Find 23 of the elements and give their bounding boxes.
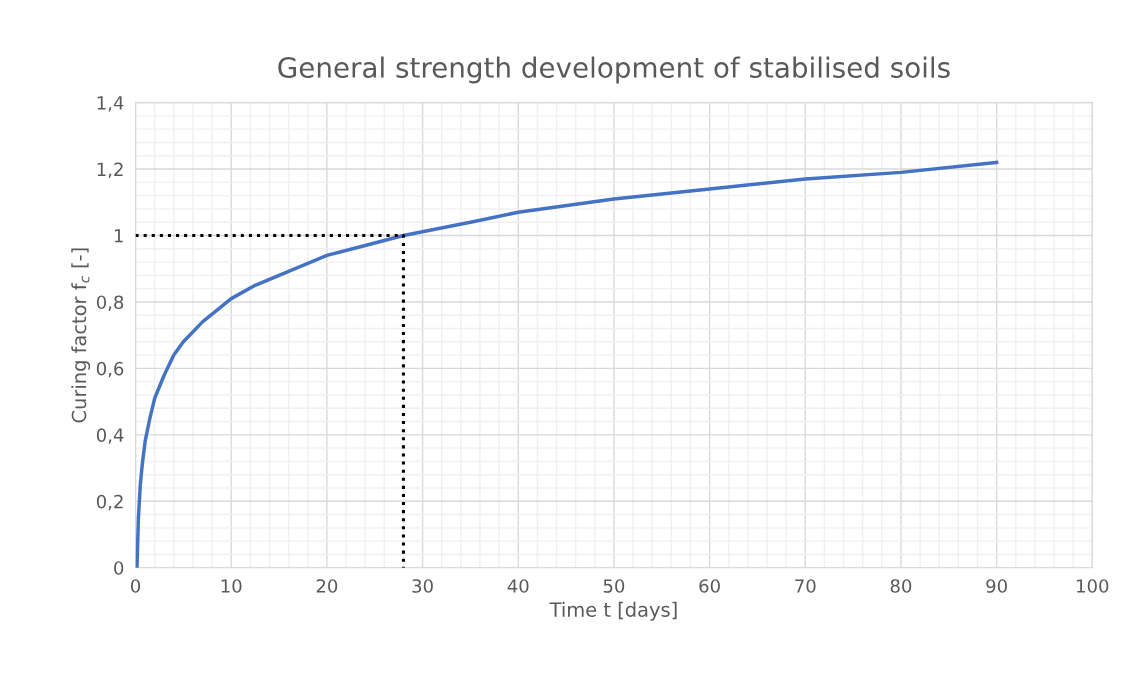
- x-tick-label: 30: [412, 579, 433, 593]
- x-tick-label: 10: [221, 579, 242, 593]
- y-axis-title: Curing factor f$_{c}$ [-]: [71, 248, 91, 423]
- x-axis-title: Time t [days]: [549, 601, 677, 621]
- line-series: [135, 160, 999, 568]
- x-tick-label: 0: [130, 579, 141, 593]
- x-tick-label: 90: [986, 579, 1007, 593]
- y-tick-label: 1,2: [97, 162, 123, 178]
- x-tick-label: 50: [603, 579, 625, 593]
- x-tick-label: 20: [316, 579, 338, 593]
- y-tick-label: 1: [114, 229, 123, 243]
- x-tick-label: 60: [699, 579, 720, 593]
- y-tick-label: 1,4: [97, 96, 124, 112]
- y-tick-label: 0: [114, 561, 124, 575]
- y-tick-label: 0,6: [96, 361, 124, 378]
- x-tick-label: 70: [795, 579, 816, 593]
- y-tick-label: 0,4: [96, 428, 124, 444]
- y-tick-label: 0,2: [96, 494, 123, 511]
- chart-title: General strength development of stabilised soils: [278, 56, 950, 84]
- x-tick-label: 40: [507, 579, 529, 593]
- y-tick-label: 0,8: [96, 295, 124, 311]
- x-tick-label: 80: [890, 579, 912, 593]
- x-tick-label: 100: [1077, 579, 1109, 593]
